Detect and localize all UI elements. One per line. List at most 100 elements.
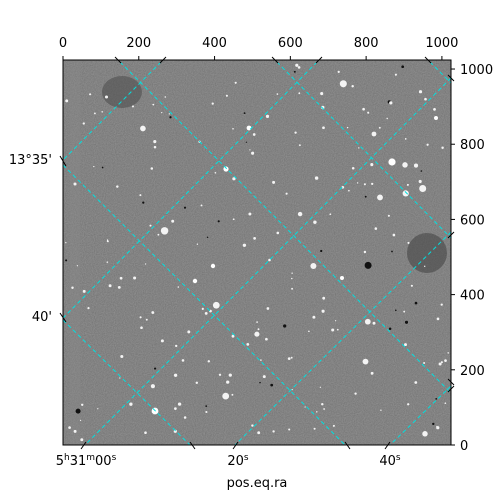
star: [140, 125, 146, 132]
star: [152, 103, 155, 106]
grid-line: [234, 231, 451, 445]
star: [232, 177, 236, 181]
star: [413, 163, 419, 168]
right-tick-label: 0: [460, 439, 468, 454]
star: [291, 388, 293, 391]
star: [183, 416, 187, 419]
star: [200, 204, 203, 207]
coordinate-grid: [63, 60, 451, 445]
star: [265, 337, 268, 341]
star: [101, 166, 104, 169]
star: [206, 236, 209, 239]
star: [367, 111, 370, 114]
star: [153, 140, 157, 144]
star: [298, 144, 301, 147]
star: [196, 243, 199, 245]
bright-star: [340, 276, 344, 280]
star: [364, 261, 372, 269]
star: [265, 114, 270, 118]
top-tick-label: 600: [278, 36, 303, 51]
star: [160, 227, 169, 235]
star: [175, 344, 178, 348]
top-tick-label: 0: [59, 36, 67, 51]
star: [316, 411, 318, 413]
bright-star: [210, 263, 216, 269]
star: [133, 276, 137, 280]
star: [321, 309, 325, 313]
top-tick-label: 400: [202, 36, 227, 51]
ra-label-3: 40s: [379, 453, 401, 469]
sky-image: [63, 60, 451, 445]
star: [304, 406, 306, 408]
star: [310, 262, 317, 270]
star: [407, 241, 410, 244]
star: [97, 408, 99, 410]
star: [406, 183, 409, 186]
star: [440, 303, 443, 306]
star: [243, 112, 246, 114]
star: [160, 339, 164, 343]
star: [76, 265, 79, 267]
star: [82, 289, 86, 293]
bright-star: [192, 278, 198, 284]
grid-line: [427, 60, 451, 84]
star: [441, 146, 444, 150]
star: [65, 99, 69, 103]
grid-line: [84, 77, 451, 445]
star: [320, 249, 323, 253]
star: [356, 182, 359, 184]
star: [332, 424, 335, 427]
star: [362, 107, 365, 111]
star: [75, 408, 81, 414]
ra-tick-3: [384, 441, 391, 450]
star: [87, 307, 90, 310]
star: [291, 277, 293, 280]
star: [82, 122, 85, 125]
star: [232, 218, 235, 221]
right-tick-label: 400: [460, 289, 485, 304]
star: [246, 343, 250, 346]
star: [205, 405, 208, 407]
star: [319, 386, 322, 388]
star: [370, 371, 374, 375]
star: [283, 324, 287, 328]
star: [371, 131, 377, 137]
star: [404, 138, 407, 140]
star: [293, 70, 296, 73]
star: [372, 321, 376, 325]
star: [157, 233, 160, 236]
star: [117, 285, 121, 289]
star: [364, 318, 371, 325]
star: [422, 431, 428, 437]
star: [386, 117, 388, 120]
dec-tick-1: [59, 155, 67, 167]
bottom-axis: 5h31m00s 20s 40s pos.eq.ra: [56, 441, 401, 491]
bright-star: [223, 166, 229, 172]
dec-tick-2: [59, 312, 67, 323]
star: [291, 272, 293, 274]
grid-line: [117, 60, 451, 394]
star: [120, 354, 124, 359]
star: [65, 242, 67, 244]
star: [242, 243, 247, 247]
star: [394, 73, 397, 76]
star: [251, 151, 255, 155]
ra-axis-title: pos.eq.ra: [227, 476, 288, 491]
star: [288, 428, 291, 431]
star: [260, 359, 262, 361]
star: [420, 170, 423, 172]
star: [308, 330, 310, 333]
star: [104, 95, 109, 99]
star: [149, 224, 152, 227]
star: [426, 143, 429, 146]
bright-star: [246, 125, 252, 131]
star: [183, 206, 187, 209]
star: [378, 126, 381, 129]
right-wcs-ticks: [447, 74, 455, 393]
grid-line: [274, 60, 451, 239]
star: [204, 311, 208, 315]
star: [387, 214, 390, 217]
star: [403, 310, 406, 313]
star: [313, 220, 317, 224]
